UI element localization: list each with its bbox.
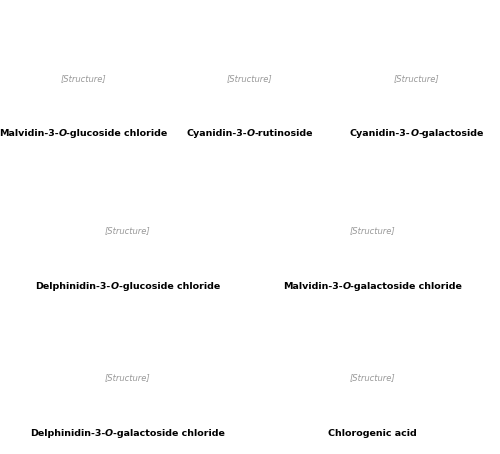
Text: O: O <box>58 129 66 138</box>
Text: Delphinidin-3-: Delphinidin-3- <box>30 429 105 438</box>
Text: -glucoside chloride: -glucoside chloride <box>118 281 220 291</box>
Text: O: O <box>246 129 255 138</box>
Text: -rutinoside: -rutinoside <box>255 129 314 138</box>
Text: [Structure]: [Structure] <box>104 226 150 235</box>
Text: Malvidin-3-: Malvidin-3- <box>0 129 58 138</box>
Text: Delphinidin-3-: Delphinidin-3- <box>35 281 110 291</box>
Text: Cyanidin-3-: Cyanidin-3- <box>186 129 246 138</box>
Text: -galactoside chloride: -galactoside chloride <box>113 429 225 438</box>
Text: [Structure]: [Structure] <box>227 74 272 83</box>
Text: O: O <box>342 281 350 291</box>
Text: Chlorogenic acid: Chlorogenic acid <box>328 429 417 438</box>
Text: [Structure]: [Structure] <box>394 74 440 83</box>
Text: O: O <box>110 281 118 291</box>
Text: [Structure]: [Structure] <box>60 74 106 83</box>
Text: O: O <box>410 129 418 138</box>
Text: Malvidin-3-: Malvidin-3- <box>282 281 342 291</box>
Text: -galactoside: -galactoside <box>418 129 484 138</box>
Text: [Structure]: [Structure] <box>350 226 396 235</box>
Text: -glucoside chloride: -glucoside chloride <box>66 129 168 138</box>
Text: O: O <box>105 429 113 438</box>
Text: -galactoside chloride: -galactoside chloride <box>350 281 462 291</box>
Text: Cyanidin-3-: Cyanidin-3- <box>350 129 410 138</box>
Text: [Structure]: [Structure] <box>104 374 150 382</box>
Text: [Structure]: [Structure] <box>350 374 396 382</box>
